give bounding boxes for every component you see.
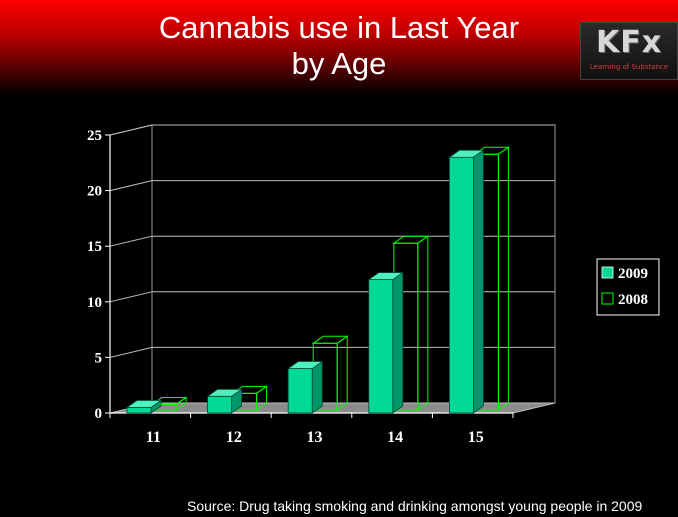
x-category-label: 13 (307, 429, 323, 446)
bar-2009 (448, 149, 485, 414)
bar-2009 (286, 360, 324, 414)
x-category-label: 12 (226, 429, 242, 446)
y-axis-top-edge (109, 124, 153, 136)
x-category-label: 14 (387, 429, 403, 446)
legend-label-2009: 2009 (618, 266, 648, 282)
chart-title: Cannabis use in Last Year by Age (0, 10, 678, 82)
gridline-diagonal (109, 291, 153, 303)
x-category-label: 11 (146, 429, 161, 446)
gridline-diagonal (109, 346, 153, 358)
logo-tagline: Learning of Substance (589, 63, 669, 71)
legend-label-2008: 2008 (618, 292, 648, 308)
y-tick-label: 10 (87, 295, 102, 311)
logo-mark: KFx (595, 25, 663, 60)
bar-2009 (125, 399, 163, 414)
title-line-2: by Age (291, 46, 387, 81)
y-tick-label: 25 (87, 128, 102, 144)
header-band (0, 0, 678, 95)
bar-2009 (367, 271, 405, 414)
y-tick-label: 5 (95, 350, 103, 366)
plot-back-wall (151, 124, 556, 404)
legend-swatch-2009 (601, 266, 614, 279)
y-tick-label: 15 (87, 239, 102, 255)
source-note: Source: Drug taking smoking and drinking… (187, 498, 643, 514)
gridline-diagonal (109, 235, 153, 247)
title-line-1: Cannabis use in Last Year (158, 10, 520, 45)
y-tick-label: 20 (87, 184, 102, 200)
bar-2008 (311, 335, 349, 411)
x-category-label: 15 (468, 429, 484, 446)
y-tick-label: 0 (95, 406, 103, 422)
gridline-diagonal (109, 180, 153, 192)
bar-2009 (206, 388, 243, 414)
legend-swatch-2008 (601, 292, 614, 305)
